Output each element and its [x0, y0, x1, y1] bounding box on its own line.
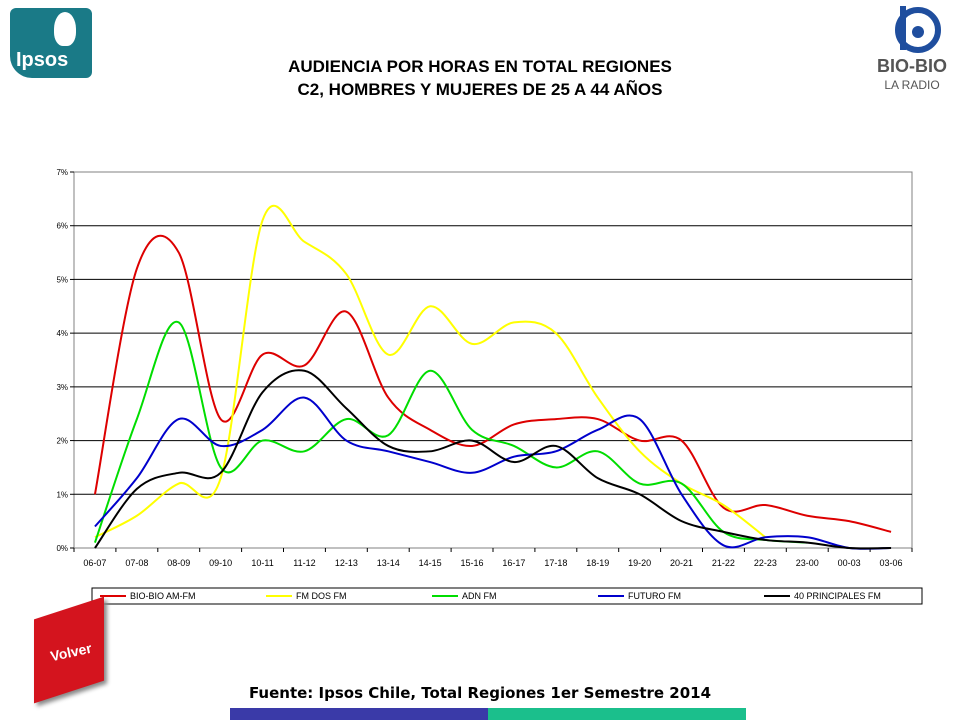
legend-label: ADN FM — [462, 591, 497, 601]
biobio-logo: BIO-BIO LA RADIO — [872, 4, 952, 96]
source-note: Fuente: Ipsos Chile, Total Regiones 1er … — [248, 684, 712, 702]
x-tick-label: 06-07 — [83, 558, 106, 568]
series-line-3 — [94, 396, 892, 550]
series-line-0 — [93, 234, 892, 533]
x-tick-label: 07-08 — [125, 558, 148, 568]
series-line-2 — [94, 320, 808, 544]
x-tick-label: 16-17 — [502, 558, 525, 568]
legend-label: FM DOS FM — [296, 591, 347, 601]
y-tick-label: 6% — [56, 222, 68, 231]
ipsos-logo-text: Ipsos — [16, 49, 69, 71]
legend-label: BIO-BIO AM-FM — [130, 591, 196, 601]
legend-box — [91, 587, 923, 605]
x-tick-label: 12-13 — [335, 558, 358, 568]
biobio-brand-text: BIO-BIO — [877, 56, 947, 76]
biobio-mark-icon — [895, 6, 941, 53]
y-tick-label: 0% — [56, 544, 68, 553]
x-tick-label: 19-20 — [628, 558, 651, 568]
volver-button[interactable]: Volver — [22, 596, 116, 704]
y-tick-label: 3% — [56, 383, 68, 392]
x-tick-label: 03-06 — [880, 558, 903, 568]
x-tick-label: 13-14 — [377, 558, 400, 568]
chart-title-line2: C2, HOMBRES Y MUJERES DE 25 A 44 AÑOS — [297, 80, 663, 99]
x-tick-label: 17-18 — [544, 558, 567, 568]
x-tick-label: 20-21 — [670, 558, 693, 568]
chart-title-line1: AUDIENCIA POR HORAS EN TOTAL REGIONES — [288, 57, 672, 76]
y-tick-label: 5% — [56, 275, 68, 284]
x-tick-label: 23-00 — [796, 558, 819, 568]
plot-area — [73, 171, 913, 549]
y-tick-label: 4% — [56, 329, 68, 338]
x-tick-label: 18-19 — [586, 558, 609, 568]
y-tick-label: 7% — [56, 168, 68, 177]
x-tick-label: 14-15 — [419, 558, 442, 568]
series-line-1 — [94, 204, 766, 539]
biobio-sub-text: LA RADIO — [884, 78, 940, 92]
x-tick-label: 22-23 — [754, 558, 777, 568]
legend-label: FUTURO FM — [628, 591, 681, 601]
x-tick-label: 21-22 — [712, 558, 735, 568]
series-line-4 — [94, 369, 892, 550]
ipsos-head-icon — [54, 12, 76, 46]
footer-bar-blue — [230, 708, 488, 720]
y-tick-label: 1% — [56, 490, 68, 499]
x-tick-label: 15-16 — [461, 558, 484, 568]
ipsos-logo: Ipsos — [10, 8, 92, 78]
x-tick-label: 00-03 — [838, 558, 861, 568]
legend-label: 40 PRINCIPALES FM — [794, 591, 881, 601]
x-tick-label: 08-09 — [167, 558, 190, 568]
x-tick-label: 11-12 — [293, 558, 315, 568]
footer-bar-green — [488, 708, 746, 720]
x-tick-label: 10-11 — [251, 558, 273, 568]
x-tick-label: 09-10 — [209, 558, 232, 568]
y-tick-label: 2% — [56, 437, 68, 446]
